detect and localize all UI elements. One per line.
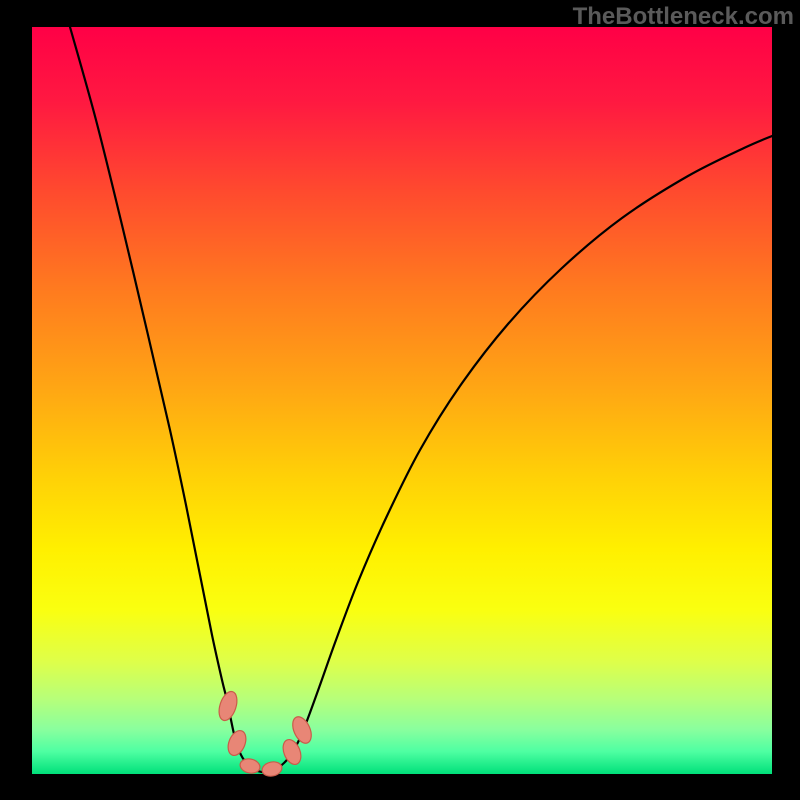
- data-marker: [261, 760, 283, 778]
- data-marker: [216, 689, 240, 722]
- data-marker: [225, 728, 250, 758]
- bottleneck-curve: [70, 27, 772, 772]
- data-marker: [239, 757, 261, 775]
- chart-container: TheBottleneck.com: [0, 0, 800, 800]
- curve-overlay: [0, 0, 800, 800]
